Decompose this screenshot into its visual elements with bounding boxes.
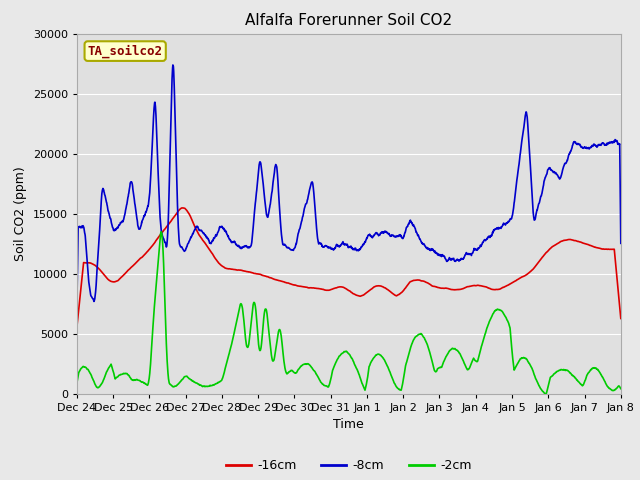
Legend: -16cm, -8cm, -2cm: -16cm, -8cm, -2cm (221, 455, 477, 477)
Y-axis label: Soil CO2 (ppm): Soil CO2 (ppm) (14, 166, 27, 261)
Title: Alfalfa Forerunner Soil CO2: Alfalfa Forerunner Soil CO2 (245, 13, 452, 28)
X-axis label: Time: Time (333, 418, 364, 431)
Text: TA_soilco2: TA_soilco2 (88, 44, 163, 58)
